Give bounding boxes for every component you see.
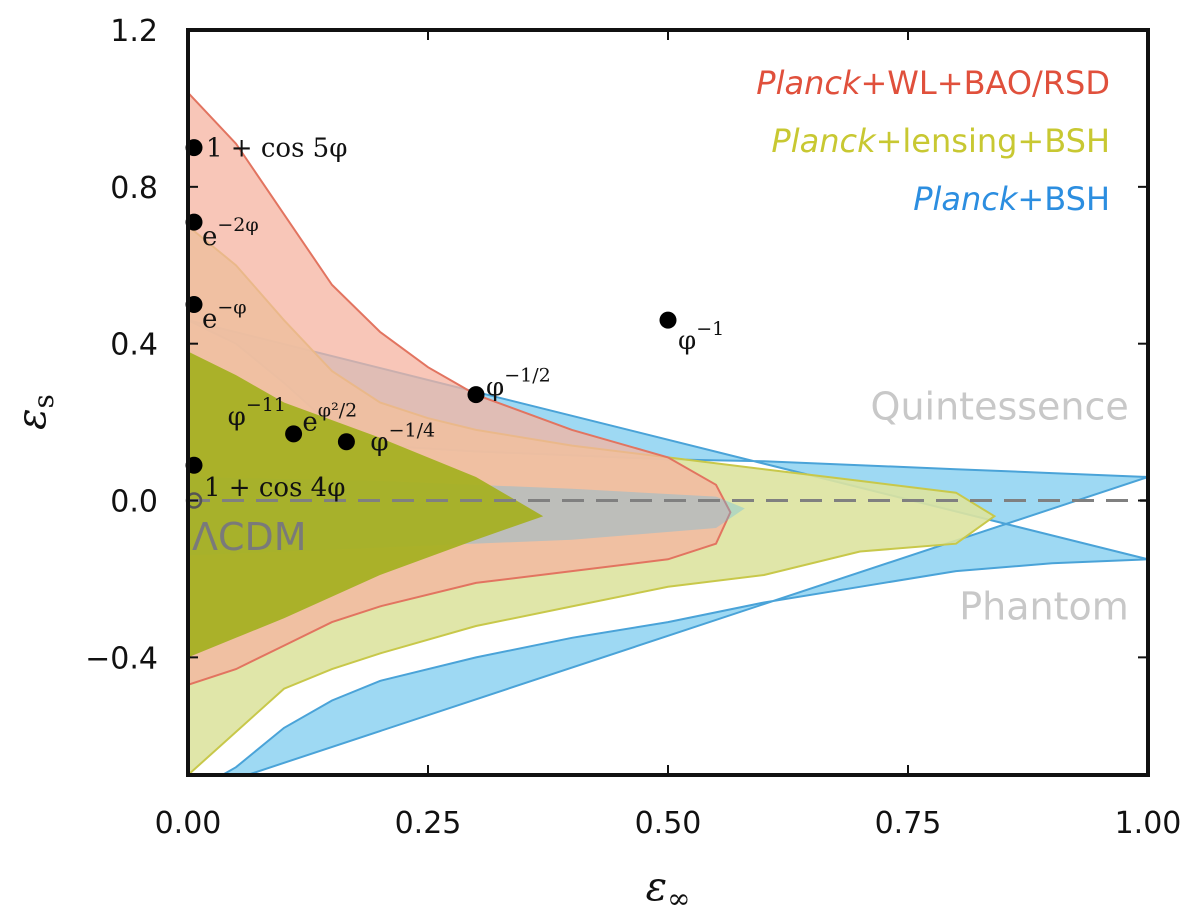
- y-axis-title: εs: [9, 394, 60, 430]
- model-label: φ−1/4: [370, 420, 435, 458]
- x-tick-label: 0.25: [395, 806, 462, 841]
- region-label-quintessence: Quintessence: [871, 384, 1129, 428]
- y-axis-title-subscript: s: [27, 394, 60, 408]
- x-axis-title-subscript: ∞: [667, 882, 690, 915]
- legend-entry: Planck+BSH: [913, 180, 1110, 218]
- model-label: φ−1: [678, 318, 724, 356]
- model-label: φ−1/2: [486, 365, 551, 403]
- model-labels: 1 + cos 5φ e−2φ e−φ φ−1 φ−1/2 φ−11 eφ²/2 φ−1/4 1…: [192, 134, 1129, 629]
- model-label: φ−11: [228, 394, 286, 432]
- model-label: eφ²/2: [302, 400, 357, 438]
- y-tick-label: 0.8: [110, 171, 158, 206]
- model-label: e−φ: [202, 296, 247, 334]
- model-point: [337, 433, 355, 451]
- region-label-phantom: Phantom: [959, 584, 1129, 628]
- axis-ticks: 0.00 0.25 0.50 0.75 1.00 −0.4 0.0 0.4 0.8 1.2: [85, 14, 1181, 841]
- model-point: [467, 386, 485, 404]
- legend-entry: Planck+lensing+BSH: [771, 122, 1110, 160]
- x-tick-label: 0.00: [155, 806, 222, 841]
- y-tick-label: 1.2: [110, 14, 158, 49]
- model-label: 1 + cos 4φ: [204, 473, 345, 503]
- model-point: [285, 425, 303, 443]
- y-tick-label: 0.4: [110, 328, 158, 363]
- y-tick-label: 0.0: [110, 485, 158, 520]
- confidence-regions: [188, 91, 1148, 775]
- legend: Planck+WL+BAO/RSD Planck+lensing+BSH Planc…: [756, 64, 1110, 218]
- x-tick-label: 0.50: [635, 806, 702, 841]
- x-axis-title-symbol: ε: [646, 864, 667, 910]
- model-point: [659, 311, 677, 329]
- legend-entry: Planck+WL+BAO/RSD: [756, 64, 1110, 102]
- y-tick-label: −0.4: [85, 641, 158, 676]
- x-tick-label: 0.75: [875, 806, 942, 841]
- model-label: e−2φ: [202, 214, 259, 252]
- x-tick-label: 1.00: [1115, 806, 1182, 841]
- model-label: 1 + cos 5φ: [206, 134, 347, 164]
- lcdm-label: ΛCDM: [192, 515, 307, 559]
- region-1sigma-planck-lensing-bsh: [188, 351, 544, 658]
- x-axis-title: ε∞: [646, 864, 691, 915]
- y-axis-title-symbol: ε: [9, 408, 55, 429]
